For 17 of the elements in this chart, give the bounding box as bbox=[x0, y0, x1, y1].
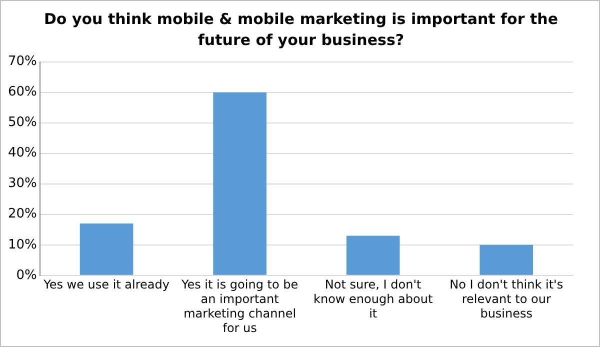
chart-title: Do you think mobile & mobile marketing is important for the future of your business? bbox=[42, 9, 560, 51]
x-tick-label: Yes it is going to be an important marketing channel for us bbox=[180, 278, 298, 335]
y-tick-label: 0% bbox=[16, 268, 37, 283]
x-tick-label: Yes we use it already bbox=[42, 278, 170, 292]
y-tick-label: 70% bbox=[8, 54, 37, 70]
y-tick-label: 10% bbox=[8, 237, 37, 252]
x-tick-label: Not sure, I don't know enough about it bbox=[314, 278, 433, 321]
y-tick-label: 40% bbox=[8, 146, 37, 161]
bar bbox=[80, 224, 134, 275]
y-tick-label: 30% bbox=[8, 176, 37, 192]
bar bbox=[346, 236, 400, 275]
y-tick-label: 20% bbox=[8, 206, 37, 222]
bar bbox=[480, 244, 534, 275]
x-tick-label: No I don't think it's relevant to our business bbox=[450, 278, 564, 321]
y-tick-label: 60% bbox=[8, 84, 37, 100]
bar bbox=[213, 92, 266, 275]
y-tick-label: 50% bbox=[8, 115, 37, 130]
